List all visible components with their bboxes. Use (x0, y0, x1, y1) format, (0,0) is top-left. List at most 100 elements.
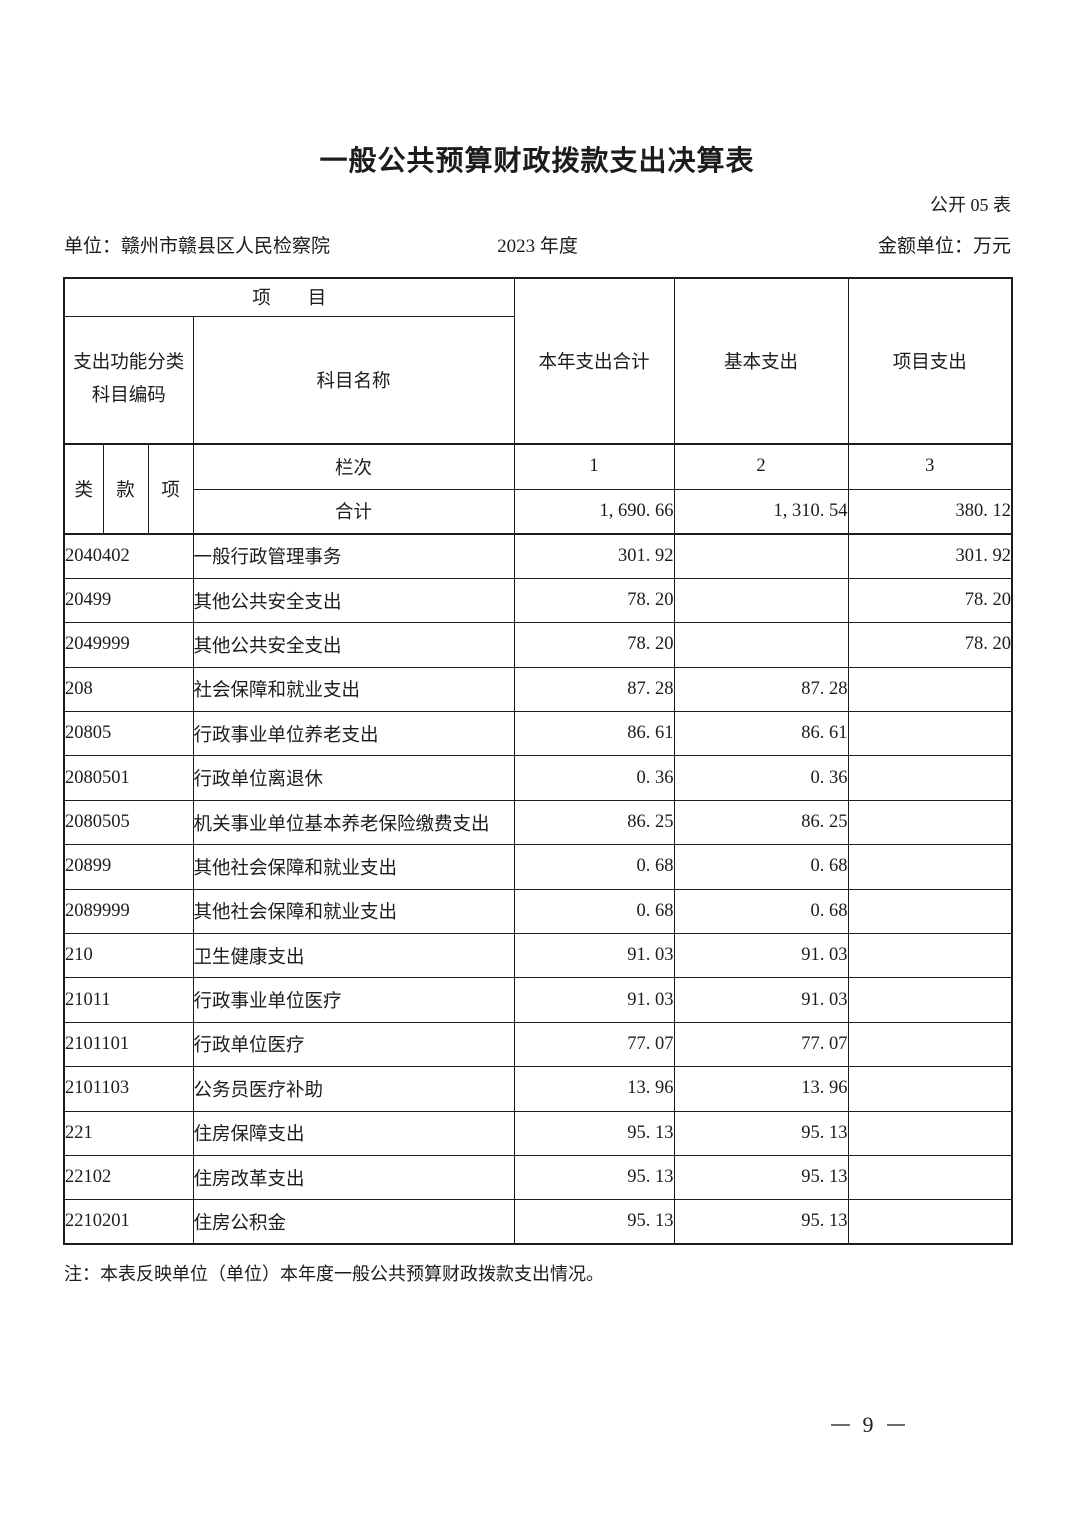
row-project (847, 844, 1013, 890)
total-row-label: 合计 (192, 488, 515, 535)
row-project (847, 1199, 1013, 1245)
header-row-columns: 类 款 项 栏次 1 2 3 (63, 443, 1013, 535)
row-basic: 13. 96 (673, 1066, 849, 1112)
table-row: 2080501 行政单位离退休 0. 36 0. 36 (63, 755, 1013, 801)
row-total: 301. 92 (513, 532, 675, 579)
row-code: 221 (63, 1110, 194, 1156)
row-basic: 95. 13 (673, 1199, 849, 1245)
row-project: 78. 20 (847, 577, 1013, 624)
row-code: 2101103 (63, 1066, 194, 1112)
row-basic: 86. 25 (673, 799, 849, 846)
table-row: 21011 行政事业单位医疗 91. 03 91. 03 (63, 977, 1013, 1023)
row-project: 301. 92 (847, 532, 1013, 579)
row-total: 95. 13 (513, 1110, 675, 1156)
row-basic: 91. 03 (673, 977, 849, 1023)
row-code: 22102 (63, 1154, 194, 1201)
row-basic: 86. 61 (673, 711, 849, 757)
row-code: 21011 (63, 977, 194, 1023)
row-basic (673, 577, 849, 624)
form-code: 公开 05 表 (930, 195, 1011, 215)
column-index-2: 2 (673, 443, 849, 490)
row-code: 210 (63, 933, 194, 979)
page-number-dash-right (886, 1424, 905, 1426)
unit-name: 单位：赣州市赣县区人民检察院 (64, 236, 331, 257)
table-note: 注：本表反映单位（单位）本年度一般公共预算财政拨款支出情况。 (64, 1264, 604, 1284)
row-project (847, 1021, 1013, 1068)
table-row: 20499 其他公共安全支出 78. 20 78. 20 (63, 577, 1013, 624)
row-project: 78. 20 (847, 622, 1013, 668)
row-basic: 95. 13 (673, 1110, 849, 1156)
row-code: 20899 (63, 844, 194, 890)
row-total: 0. 36 (513, 755, 675, 801)
row-project (847, 933, 1013, 979)
column-index-3: 3 (847, 443, 1013, 490)
total-row: 合计 1, 690. 66 1, 310. 54 380. 12 (64, 488, 1013, 535)
table-row: 2101101 行政单位医疗 77. 07 77. 07 (63, 1021, 1013, 1068)
row-name: 住房保障支出 (192, 1110, 515, 1156)
table-row: 221 住房保障支出 95. 13 95. 13 (63, 1110, 1013, 1156)
row-code: 2080501 (63, 755, 194, 801)
row-name: 行政单位医疗 (192, 1021, 515, 1068)
row-project (847, 799, 1013, 846)
row-total: 95. 13 (513, 1199, 675, 1245)
row-basic: 77. 07 (673, 1021, 849, 1068)
project-header: 项 目 (63, 277, 515, 317)
row-code: 208 (63, 666, 194, 713)
row-basic (673, 532, 849, 579)
project-expenditure-header: 项目支出 (847, 277, 1013, 445)
row-project (847, 711, 1013, 757)
table-row: 22102 住房改革支出 95. 13 95. 13 (63, 1154, 1013, 1201)
row-total: 95. 13 (513, 1154, 675, 1201)
row-name: 卫生健康支出 (192, 933, 515, 979)
row-code: 2080505 (63, 799, 194, 846)
class-header: 类 (63, 443, 104, 535)
row-total: 78. 20 (513, 622, 675, 668)
row-code: 2040402 (63, 532, 194, 579)
table-row: 2040402 一般行政管理事务 301. 92 301. 92 (63, 532, 1013, 579)
row-basic: 0. 68 (673, 844, 849, 890)
total-row-sum: 1, 690. 66 (513, 488, 675, 535)
row-name: 机关事业单位基本养老保险缴费支出 (192, 799, 515, 846)
amount-unit: 金额单位：万元 (877, 236, 1011, 257)
row-name: 公务员医疗补助 (192, 1066, 515, 1112)
total-expenditure-header: 本年支出合计 (513, 277, 675, 445)
row-total: 87. 28 (513, 666, 675, 713)
row-basic: 87. 28 (673, 666, 849, 713)
header-row-subject: 支出功能分类 科目编码 科目名称 (63, 315, 1012, 445)
table-row: 2210201 住房公积金 95. 13 95. 13 (63, 1199, 1013, 1245)
basic-expenditure-header: 基本支出 (673, 277, 849, 445)
table-body: 2040402 一般行政管理事务 301. 92 301. 92 20499 其… (63, 532, 1013, 1245)
row-name: 其他社会保障和就业支出 (192, 844, 515, 890)
table-row: 20899 其他社会保障和就业支出 0. 68 0. 68 (63, 844, 1013, 890)
fiscal-year: 2023 年度 (497, 236, 578, 257)
row-name: 行政事业单位养老支出 (192, 711, 515, 757)
row-code: 2049999 (63, 622, 194, 668)
row-name: 行政事业单位医疗 (192, 977, 515, 1023)
row-basic (673, 622, 849, 668)
row-code: 2101101 (63, 1021, 194, 1068)
page-number: 9 (818, 1412, 918, 1438)
row-project (847, 888, 1013, 935)
row-total: 13. 96 (513, 1066, 675, 1112)
row-name: 社会保障和就业支出 (192, 666, 515, 713)
table-head-section: 项 目 本年支出合计 基本支出 项目支出 支出功能分类 科目编码 科目名称 类 … (63, 277, 1013, 535)
row-basic: 0. 36 (673, 755, 849, 801)
section-header: 款 (102, 443, 149, 535)
row-name: 住房改革支出 (192, 1154, 515, 1201)
row-total: 77. 07 (513, 1021, 675, 1068)
table-row: 2101103 公务员医疗补助 13. 96 13. 96 (63, 1066, 1013, 1112)
total-row-basic: 1, 310. 54 (673, 488, 849, 535)
function-code-header-line2: 科目编码 (91, 385, 166, 406)
function-code-header-line1: 支出功能分类 (73, 353, 185, 374)
row-total: 91. 03 (513, 977, 675, 1023)
row-name: 其他公共安全支出 (192, 622, 515, 668)
table-row: 208 社会保障和就业支出 87. 28 87. 28 (63, 666, 1013, 713)
row-code: 2210201 (63, 1199, 194, 1245)
row-code: 2089999 (63, 888, 194, 935)
row-project (847, 755, 1013, 801)
table-row: 210 卫生健康支出 91. 03 91. 03 (63, 933, 1013, 979)
column-index-1: 1 (513, 443, 675, 490)
row-total: 78. 20 (513, 577, 675, 624)
column-index-label: 栏次 (192, 443, 515, 490)
